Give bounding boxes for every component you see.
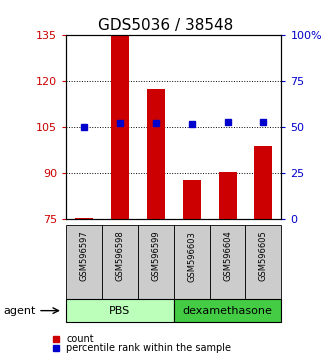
Text: count: count — [66, 334, 94, 344]
Bar — [111, 35, 129, 219]
Text: dexamethasone: dexamethasone — [183, 306, 272, 316]
Text: GSM596599: GSM596599 — [151, 231, 160, 281]
Text: GSM596605: GSM596605 — [259, 231, 268, 281]
Text: agent: agent — [3, 306, 36, 316]
Text: GSM596603: GSM596603 — [187, 231, 196, 282]
Text: GSM596598: GSM596598 — [116, 231, 124, 281]
Bar — [75, 218, 93, 219]
Text: GSM596604: GSM596604 — [223, 231, 232, 281]
Bar — [255, 146, 272, 219]
Bar — [147, 89, 165, 219]
Text: GDS5036 / 38548: GDS5036 / 38548 — [98, 18, 233, 33]
Bar — [218, 172, 237, 219]
Text: percentile rank within the sample: percentile rank within the sample — [66, 343, 231, 353]
Bar — [183, 179, 201, 219]
Text: PBS: PBS — [109, 306, 131, 316]
Text: GSM596597: GSM596597 — [80, 231, 89, 281]
